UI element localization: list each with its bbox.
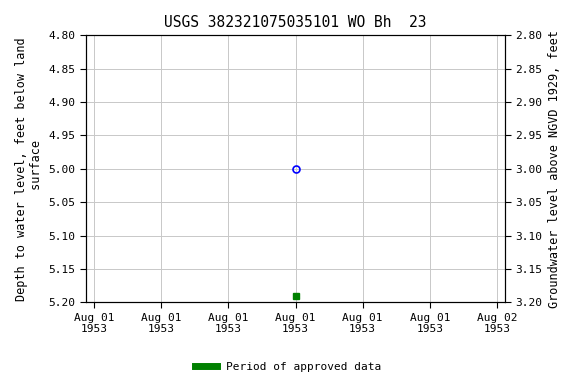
- Title: USGS 382321075035101 WO Bh  23: USGS 382321075035101 WO Bh 23: [164, 15, 427, 30]
- Y-axis label: Groundwater level above NGVD 1929, feet: Groundwater level above NGVD 1929, feet: [548, 30, 561, 308]
- Legend: Period of approved data: Period of approved data: [191, 358, 385, 377]
- Y-axis label: Depth to water level, feet below land
 surface: Depth to water level, feet below land su…: [15, 37, 43, 301]
